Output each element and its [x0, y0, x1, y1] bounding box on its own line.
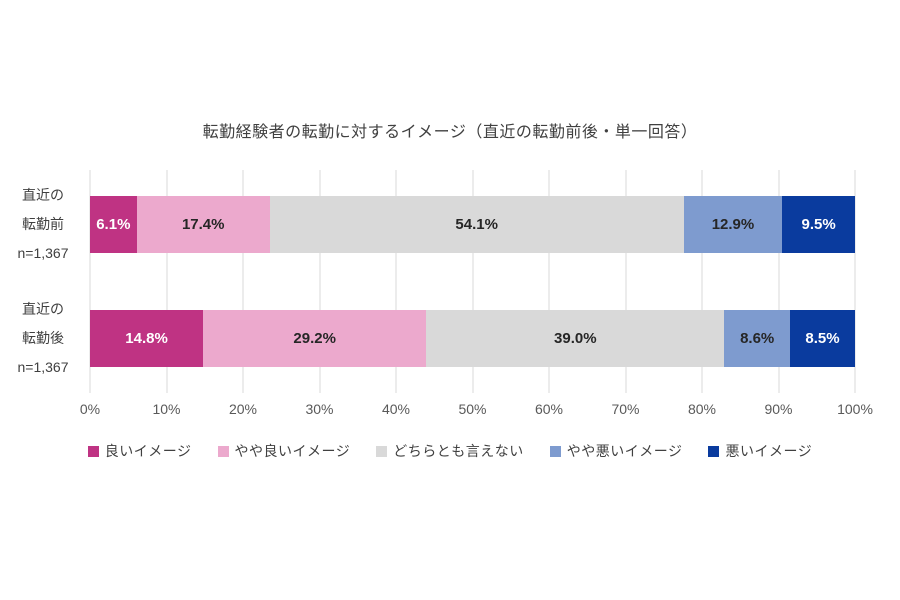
legend-label: 悪いイメージ — [725, 443, 813, 459]
category-label-line: 転勤前 — [22, 216, 64, 232]
bar-segment: 9.5% — [782, 196, 855, 253]
gridline — [242, 170, 244, 393]
plot-area: 6.1% 17.4% 54.1% 12.9% 9.5% 14.8% 29.2% 39.0% 8.… — [89, 170, 856, 393]
legend-swatch-icon — [708, 445, 720, 457]
legend-item: どちらとも言えない — [376, 441, 524, 461]
legend-swatch-icon — [87, 445, 99, 457]
x-tick-label: 10% — [152, 401, 181, 417]
category-label-line: 転勤後 — [22, 330, 64, 346]
bar-segment: 8.6% — [724, 310, 791, 367]
x-tick-label: 80% — [687, 401, 717, 417]
gridline — [854, 170, 856, 393]
legend-swatch-icon — [549, 445, 561, 457]
segment-value-label: 39.0% — [554, 330, 597, 347]
category-label: 直近の転勤前 n=1,367 — [0, 180, 86, 270]
x-tick-label: 100% — [837, 401, 873, 417]
gridline — [778, 170, 779, 393]
chart-title: 転勤経験者の転勤に対するイメージ（直近の転勤前後・単一回答） — [202, 124, 698, 141]
bar-segment: 54.1% — [269, 196, 684, 253]
legend-item: 良いイメージ — [87, 441, 192, 461]
bar-segment: 29.2% — [203, 310, 427, 367]
legend-label: やや良いイメージ — [234, 443, 351, 459]
bar-segment: 8.5% — [790, 310, 855, 367]
bar-segment: 6.1% — [90, 196, 137, 253]
bar-segment: 14.8% — [90, 310, 204, 367]
bar-row: 14.8% 29.2% 39.0% 8.6% 8.5% — [90, 310, 855, 367]
category-label: 直近の転勤後 n=1,367 — [0, 294, 86, 384]
category-label-line: n=1,367 — [17, 359, 69, 375]
x-tick-label: 70% — [611, 401, 640, 417]
x-tick-label: 50% — [458, 401, 487, 417]
legend-label: どちらとも言えない — [393, 443, 524, 459]
segment-value-label: 8.6% — [740, 330, 775, 347]
gridline — [472, 170, 473, 393]
segment-value-label: 6.1% — [96, 216, 131, 233]
gridline — [625, 170, 626, 393]
segment-value-label: 14.8% — [125, 330, 168, 347]
bar-segment: 39.0% — [426, 310, 725, 367]
legend-item: 悪いイメージ — [708, 441, 812, 461]
x-tick-label: 60% — [534, 401, 564, 417]
gridline — [701, 170, 703, 393]
gridline — [548, 170, 550, 393]
segment-value-label: 17.4% — [181, 216, 225, 233]
segment-value-label: 8.5% — [805, 330, 840, 347]
gridline — [319, 170, 320, 393]
legend-item: やや悪いイメージ — [549, 441, 683, 461]
legend-label: やや悪いイメージ — [566, 443, 683, 459]
gridline — [89, 170, 91, 393]
legend-swatch-icon — [376, 445, 388, 457]
legend-label: 良いイメージ — [104, 443, 192, 459]
category-label-line: 直近の — [22, 301, 64, 317]
x-axis: 0% 10% 20% 30% 40% 50% 60% 70% 80% 90% 100% — [80, 401, 873, 421]
segment-value-label: 12.9% — [711, 216, 755, 233]
x-tick-label: 40% — [381, 401, 411, 417]
legend: 良いイメージ やや良いイメージ どちらとも言えない やや悪いイメージ 悪いイメージ — [0, 441, 900, 461]
x-tick-label: 30% — [305, 401, 334, 417]
bar-segment: 12.9% — [683, 196, 783, 253]
legend-swatch-icon — [217, 445, 229, 457]
segment-value-label: 9.5% — [801, 216, 836, 233]
segment-value-label: 29.2% — [293, 330, 336, 347]
x-tick-label: 90% — [764, 401, 793, 417]
category-label-line: n=1,367 — [17, 245, 69, 261]
legend-item: やや良いイメージ — [217, 441, 351, 461]
x-tick-label: 0% — [79, 401, 101, 417]
bar-row: 6.1% 17.4% 54.1% 12.9% 9.5% — [90, 196, 855, 253]
x-tick-label: 20% — [228, 401, 258, 417]
bar-segment: 17.4% — [136, 196, 270, 253]
segment-value-label: 54.1% — [455, 216, 498, 233]
gridline — [166, 170, 167, 393]
category-label-line: 直近の — [22, 187, 64, 203]
gridline — [395, 170, 397, 393]
